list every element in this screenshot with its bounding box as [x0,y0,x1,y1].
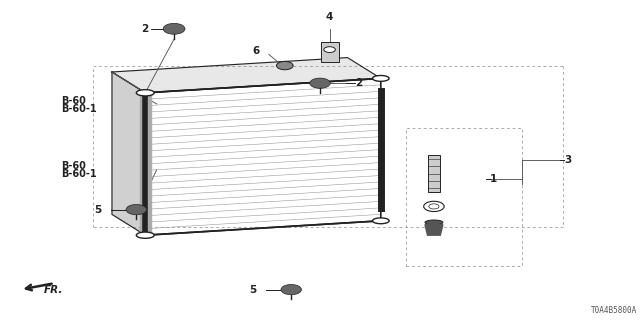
Ellipse shape [372,76,389,81]
Text: 1: 1 [490,174,497,184]
Text: 5: 5 [94,204,101,215]
Ellipse shape [136,90,154,96]
Circle shape [163,23,185,34]
Text: 2: 2 [141,24,148,34]
Text: 4: 4 [326,12,333,22]
Circle shape [310,78,330,88]
Polygon shape [425,225,443,235]
Bar [321,42,339,62]
Text: 5: 5 [249,284,256,295]
Ellipse shape [136,232,154,238]
Text: B-60: B-60 [61,96,86,106]
Ellipse shape [425,220,443,225]
Circle shape [126,204,147,215]
Text: FR.: FR. [44,284,63,295]
Text: B-60: B-60 [61,161,86,172]
Text: T0A4B5800A: T0A4B5800A [591,306,637,315]
Circle shape [429,204,439,209]
Polygon shape [112,58,381,93]
Circle shape [424,201,444,212]
Text: B-60-1: B-60-1 [61,104,97,114]
Polygon shape [112,72,145,235]
Circle shape [281,284,301,295]
Circle shape [276,61,293,70]
Text: 6: 6 [252,46,259,56]
Text: B-60-1: B-60-1 [61,169,97,180]
Ellipse shape [372,218,389,224]
Text: 2: 2 [355,78,362,88]
Text: 3: 3 [564,155,572,165]
Bar [428,155,440,192]
Polygon shape [140,93,151,235]
Circle shape [324,47,335,52]
